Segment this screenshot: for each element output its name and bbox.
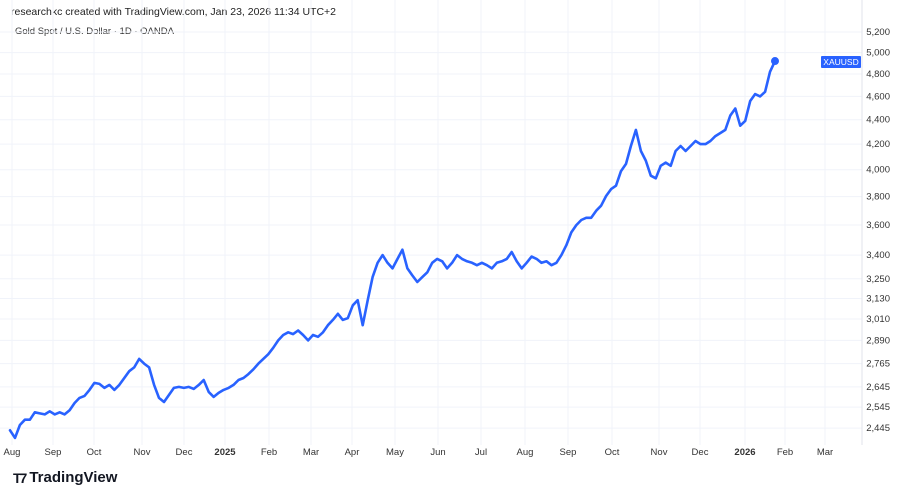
x-tick-label: Oct [605, 447, 620, 458]
brand-name: TradingView [29, 469, 118, 486]
y-tick-label: 4,400 [866, 115, 890, 126]
y-tick-label: 5,000 [866, 48, 890, 59]
y-tick-label: 4,000 [866, 165, 890, 176]
attribution: researchkc created with TradingView.com,… [11, 6, 336, 18]
y-tick-label: 5,200 [866, 27, 890, 38]
y-tick-label: 3,130 [866, 294, 890, 305]
x-tick-label: Nov [651, 447, 668, 458]
x-tick-label: Mar [817, 447, 833, 458]
grid [0, 0, 863, 445]
x-tick-label: Apr [345, 447, 360, 458]
x-tick-label: Feb [261, 447, 277, 458]
y-tick-label: 3,600 [866, 220, 890, 231]
y-tick-label: 4,200 [866, 139, 890, 150]
x-tick-label: Jul [475, 447, 487, 458]
y-tick-label: 4,800 [866, 69, 890, 80]
tradingview-logo-icon: T7 [13, 469, 27, 486]
x-tick-label: Sep [560, 447, 577, 458]
y-tick-label: 2,890 [866, 335, 890, 346]
x-tick-label: May [386, 447, 404, 458]
price-line [8, 59, 777, 440]
x-tick-label: Oct [87, 447, 102, 458]
y-tick-label: 4,600 [866, 91, 890, 102]
y-tick-label: 2,545 [866, 402, 890, 413]
y-tick-label: 2,445 [866, 423, 890, 434]
y-tick-label: 3,250 [866, 274, 890, 285]
x-tick-label: Feb [777, 447, 793, 458]
last-price-dot [771, 57, 779, 66]
y-tick-label: 2,645 [866, 382, 890, 393]
x-tick-label: Dec [692, 447, 709, 458]
tradingview-logo[interactable]: T7 TradingView [13, 469, 117, 486]
x-axis: Aug Sep Oct Nov Dec 2025 Feb Mar Apr May Jun Jul Aug… [4, 447, 834, 458]
y-tick-label: 2,765 [866, 359, 890, 370]
symbol-label: XAUUSD [823, 57, 858, 67]
x-tick-label: 2025 [214, 447, 236, 458]
x-tick-label: Jun [430, 447, 445, 458]
x-tick-label: Sep [45, 447, 62, 458]
x-tick-label: Aug [517, 447, 534, 458]
last-price-label: XAUUSD [821, 56, 861, 68]
y-axis: 5,200 5,000 4,800 4,600 4,400 4,200 4,000 3,800… [866, 27, 890, 434]
x-tick-label: Nov [134, 447, 151, 458]
y-tick-label: 3,400 [866, 250, 890, 261]
y-tick-label: 3,010 [866, 314, 890, 325]
x-tick-label: 2026 [734, 447, 755, 458]
x-tick-label: Dec [176, 447, 193, 458]
y-tick-label: 3,800 [866, 192, 890, 203]
x-tick-label: Mar [303, 447, 319, 458]
x-tick-label: Aug [4, 447, 21, 458]
